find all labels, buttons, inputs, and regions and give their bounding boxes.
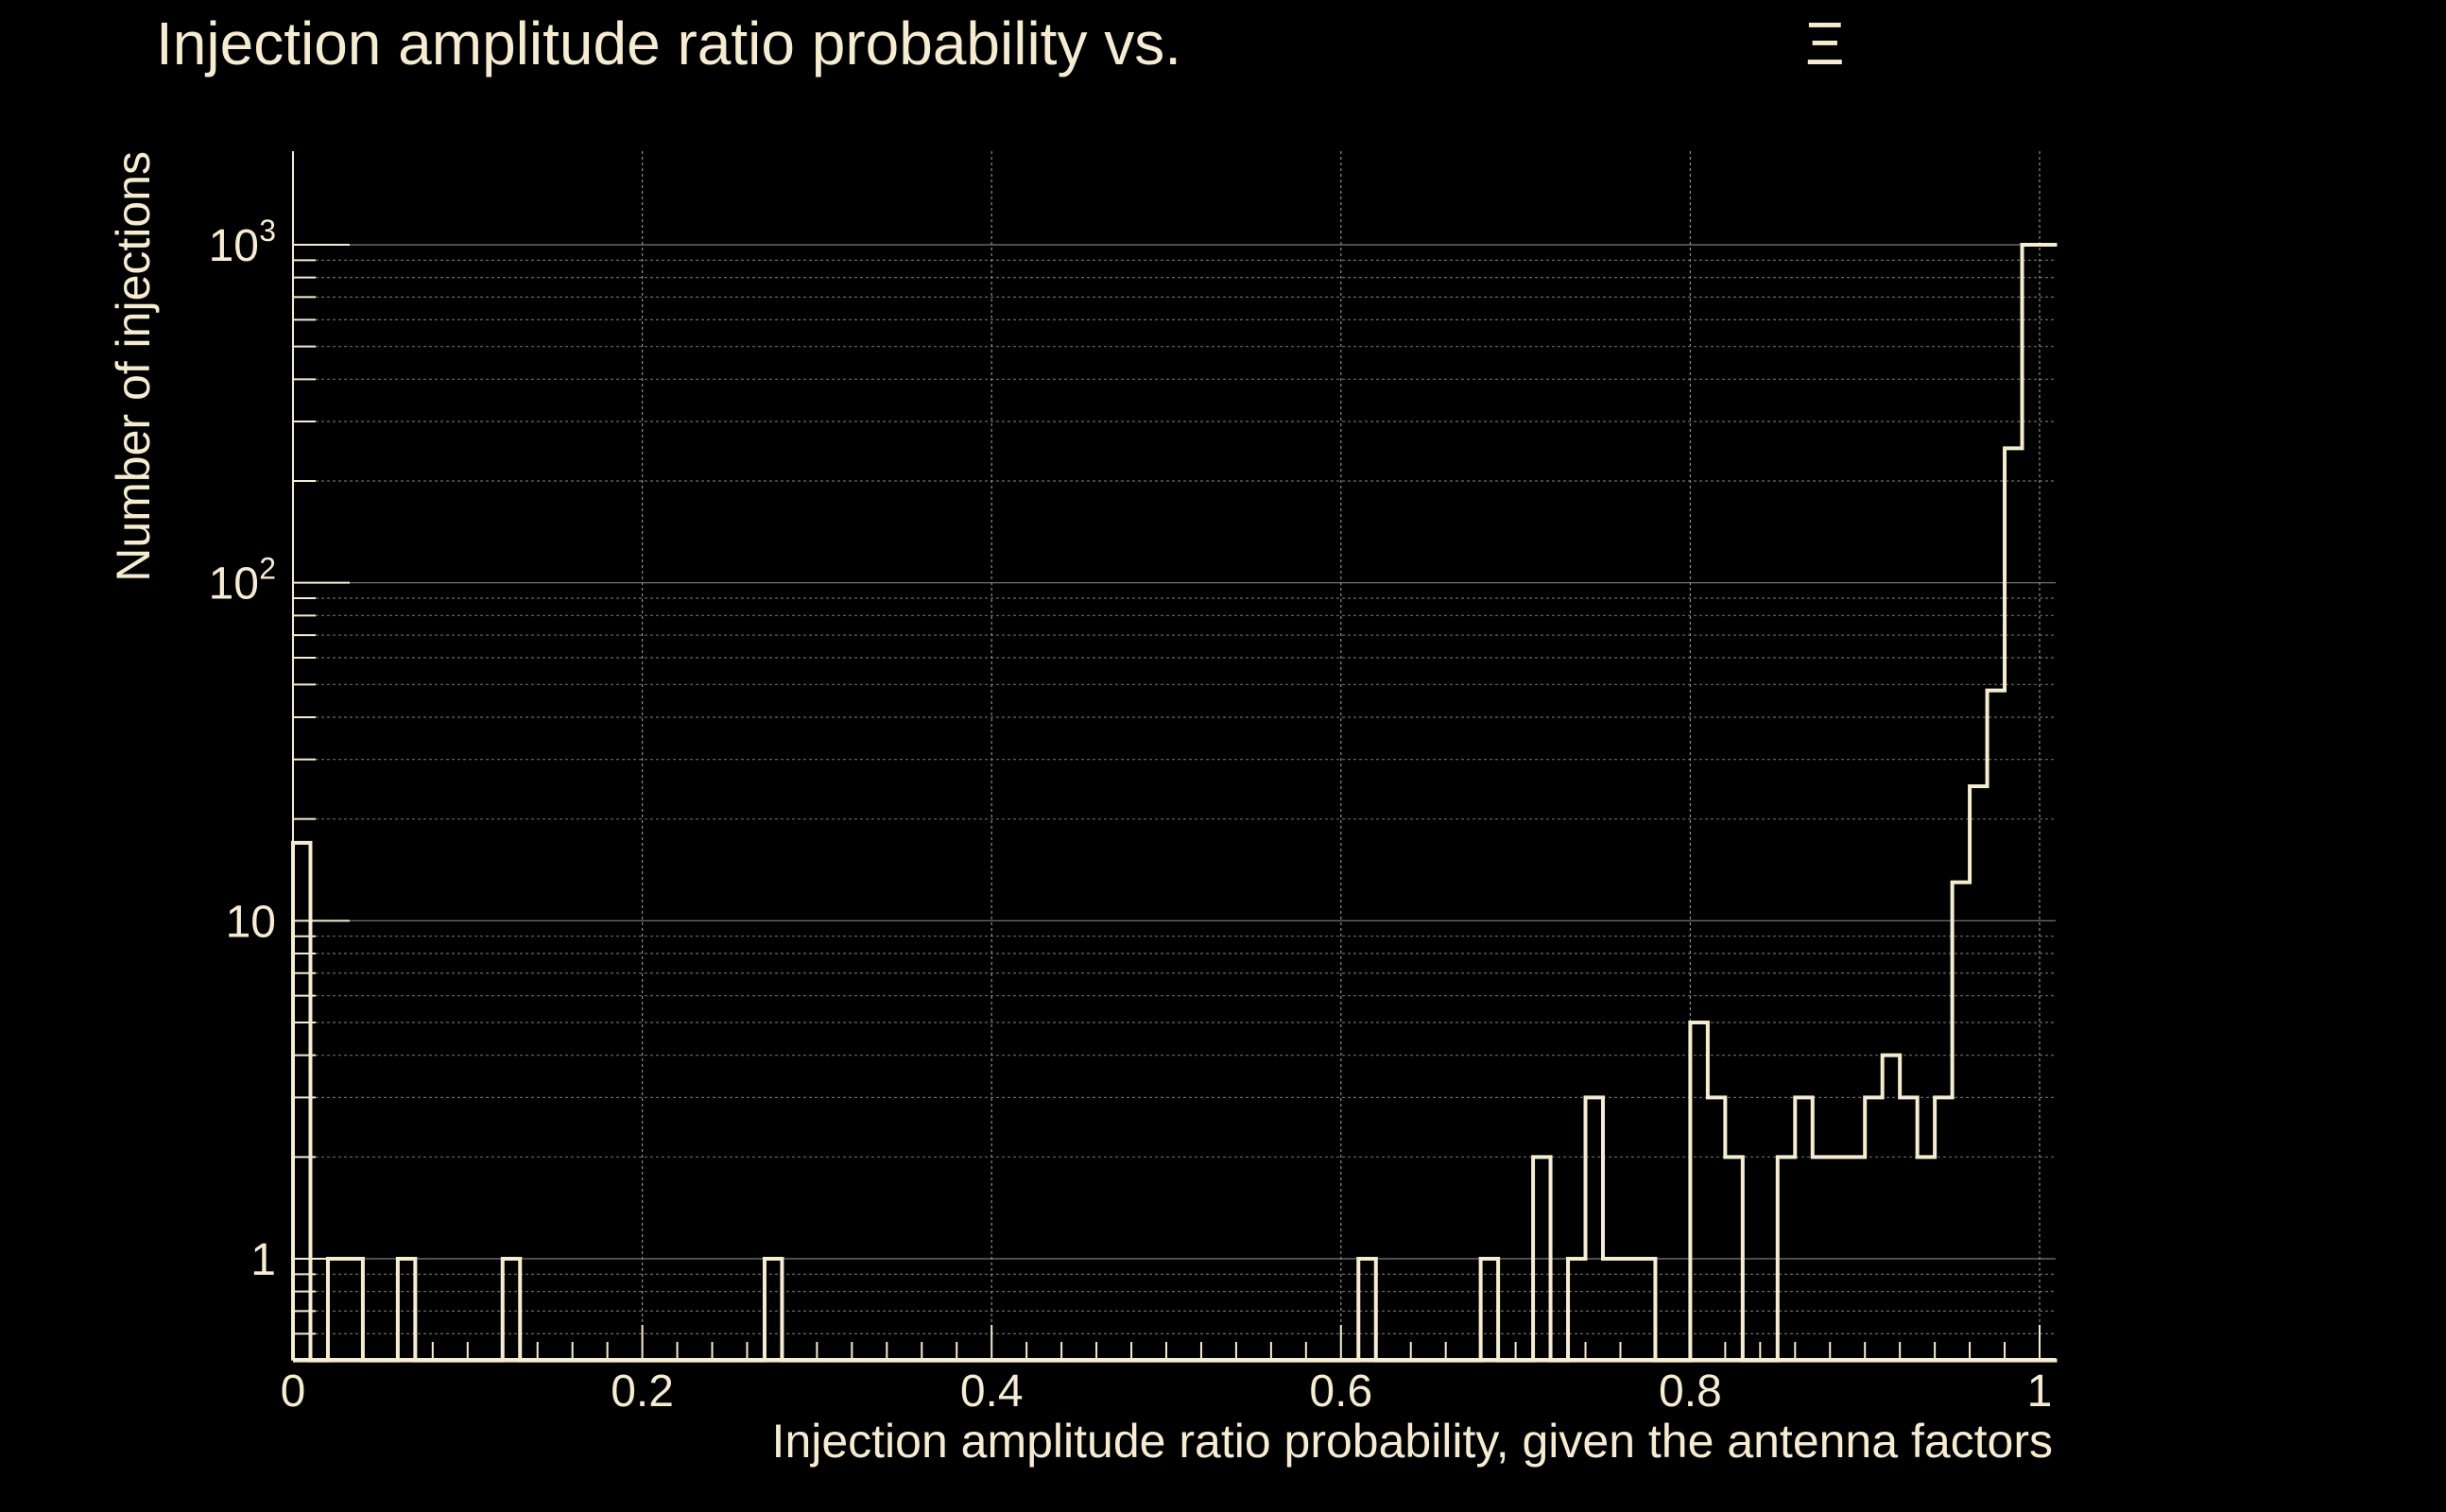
x-tick-label: 0 bbox=[281, 1366, 306, 1417]
y-tick-base: 10 bbox=[209, 559, 259, 610]
x-tick-label: 0.4 bbox=[960, 1366, 1024, 1417]
y-tick-exponent: 3 bbox=[259, 214, 276, 248]
grid-lines bbox=[292, 151, 2056, 1359]
y-tick-label: 10 bbox=[226, 897, 276, 947]
y-tick-base: 10 bbox=[209, 221, 259, 271]
y-tick-base: 1 bbox=[250, 1235, 276, 1285]
y-tick-exponent: 2 bbox=[259, 552, 276, 586]
chart-title: Injection amplitude ratio probability vs… bbox=[156, 9, 1181, 77]
x-tick-label: 0.8 bbox=[1659, 1366, 1722, 1417]
x-tick-labels: 0 0.2 0.4 0.6 0.8 1 bbox=[281, 1366, 2053, 1417]
histogram-series bbox=[291, 243, 2058, 1363]
y-tick-base: 10 bbox=[226, 897, 276, 947]
y-tick-label: 210 bbox=[209, 552, 276, 610]
x-tick-label: 0.2 bbox=[611, 1366, 674, 1417]
y-tick-label: 310 bbox=[209, 214, 276, 271]
x-tick-label: 1 bbox=[2027, 1366, 2053, 1417]
chart-title-symbol: Ξ bbox=[1805, 9, 1845, 77]
x-tick-label: 0.6 bbox=[1309, 1366, 1372, 1417]
y-tick-label: 1 bbox=[250, 1235, 276, 1285]
y-axis-label: Number of injections bbox=[107, 151, 160, 582]
histogram-bins bbox=[293, 1358, 2058, 1363]
x-axis-label: Injection amplitude ratio probability, g… bbox=[772, 1415, 2053, 1468]
